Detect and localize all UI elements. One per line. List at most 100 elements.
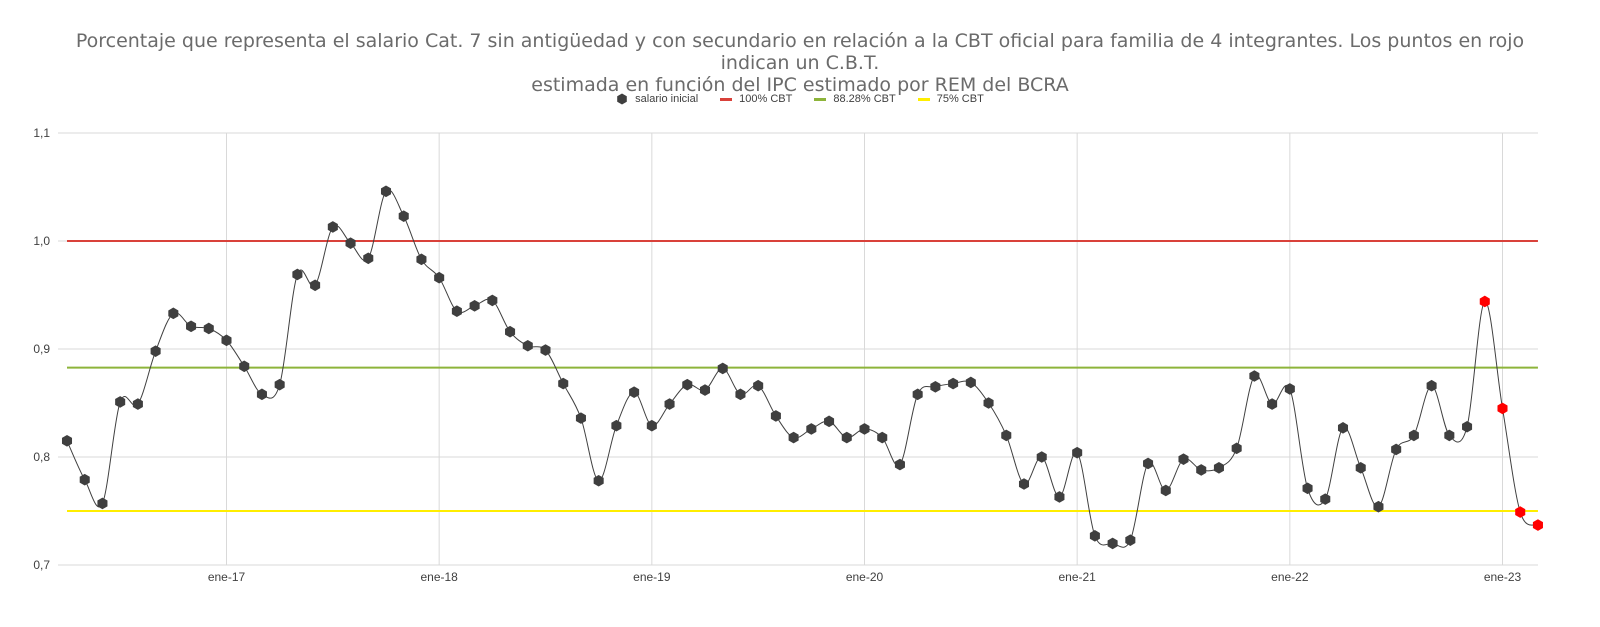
legend-item-88-cbt: 88.28% CBT [814, 93, 896, 105]
data-point [345, 237, 356, 249]
legend-item-75-cbt: 75% CBT [917, 93, 984, 105]
y-tick-label: 1,1 [33, 126, 50, 140]
data-point [770, 410, 781, 422]
y-tick-label: 0,9 [33, 342, 50, 356]
data-point [79, 473, 90, 486]
estimated-data-point [1515, 506, 1526, 518]
chart-title-line-2: estimada en función del IPC estimado por… [531, 74, 1069, 96]
legend-swatch-75-cbt [917, 97, 930, 101]
data-point [540, 344, 551, 356]
data-point [186, 320, 197, 333]
data-point [717, 362, 728, 375]
estimated-data-point [1532, 519, 1543, 531]
y-tick-label: 0,8 [33, 450, 50, 464]
data-point [256, 388, 267, 401]
data-point [115, 396, 126, 408]
data-point [575, 412, 586, 424]
data-point [487, 294, 498, 307]
data-point [168, 307, 179, 320]
data-point [753, 379, 764, 392]
legend-label-75-cbt: 75% CBT [936, 93, 984, 105]
data-point [292, 268, 303, 281]
data-point [1444, 429, 1455, 442]
data-point [788, 431, 799, 444]
data-point [1054, 491, 1065, 503]
chart-title-line-1: Porcentaje que representa el salario Cat… [75, 30, 1525, 74]
data-point [398, 210, 409, 222]
legend-label-88-cbt: 88.28% CBT [833, 93, 896, 105]
data-point [522, 339, 533, 352]
legend-swatch-88-cbt [814, 97, 827, 101]
data-point [1302, 482, 1313, 495]
x-tick-label: ene-21 [1058, 570, 1096, 584]
data-point [646, 419, 657, 432]
data-point [965, 376, 976, 389]
data-point [629, 386, 640, 398]
data-point [274, 378, 285, 391]
data-point [1337, 422, 1349, 434]
data-point [1213, 462, 1224, 474]
data-point [363, 252, 374, 265]
data-point [203, 322, 214, 335]
data-point [1267, 398, 1278, 410]
data-point [380, 185, 392, 198]
data-point [1355, 462, 1366, 474]
x-tick-label: ene-18 [420, 570, 458, 584]
legend-item-salario: salario inicial [616, 93, 698, 105]
data-point [1125, 534, 1136, 546]
data-point [1284, 383, 1295, 395]
data-point [1001, 429, 1012, 442]
data-point [1143, 457, 1154, 470]
data-point [310, 279, 321, 292]
y-tick-label: 1,0 [33, 234, 50, 248]
data-point [1373, 500, 1384, 513]
data-point [1196, 464, 1207, 476]
x-tick-label: ene-20 [846, 570, 884, 584]
data-point [469, 300, 480, 312]
data-point [327, 221, 338, 233]
data-point [1089, 530, 1100, 542]
legend-swatch-100-cbt [720, 97, 733, 101]
data-point [859, 423, 870, 435]
y-tick-label: 0,7 [33, 558, 50, 572]
data-point [1107, 537, 1118, 550]
data-point [416, 253, 427, 266]
data-point [983, 397, 994, 409]
salario-line [66, 189, 1539, 548]
data-point [611, 419, 622, 432]
data-point [1408, 429, 1419, 442]
x-tick-label: ene-19 [633, 570, 671, 584]
data-point [451, 305, 462, 317]
x-tick-label: ene-22 [1271, 570, 1309, 584]
data-point [97, 497, 108, 510]
data-point [239, 360, 250, 373]
data-point [1249, 370, 1260, 382]
data-point [894, 458, 905, 471]
data-point [930, 381, 941, 393]
data-point [1018, 478, 1030, 490]
data-point [664, 398, 675, 410]
legend-item-100-cbt: 100% CBT [720, 93, 792, 105]
legend-label-salario: salario inicial [635, 93, 699, 105]
data-point [735, 388, 746, 401]
data-point [1320, 493, 1331, 505]
data-point [1462, 420, 1473, 433]
hexagon-marker-icon [617, 93, 627, 105]
data-point [61, 435, 73, 447]
data-point [1426, 379, 1437, 392]
legend-label-100-cbt: 100% CBT [739, 93, 793, 105]
data-point [841, 431, 852, 444]
data-point [824, 415, 835, 428]
legend: salario inicial 100% CBT 88.28% CBT 75% … [0, 93, 1600, 105]
data-point [1391, 443, 1402, 456]
data-point [877, 431, 888, 444]
data-point [948, 377, 959, 390]
data-point [1160, 484, 1171, 497]
x-tick-label: ene-17 [208, 570, 246, 584]
chart-title: Porcentaje que representa el salario Cat… [40, 30, 1560, 96]
data-point [434, 271, 445, 284]
data-point [505, 325, 516, 338]
estimated-data-point [1479, 295, 1490, 308]
